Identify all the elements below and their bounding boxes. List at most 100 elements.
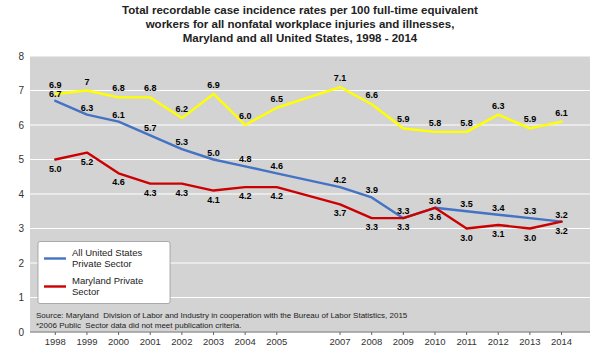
data-label: 4.2 bbox=[271, 191, 284, 201]
data-label: 3.1 bbox=[492, 229, 505, 239]
data-label: 6.7 bbox=[49, 89, 62, 99]
data-label: 4.6 bbox=[112, 177, 125, 187]
data-label: 6.3 bbox=[81, 103, 94, 113]
x-tick-label: 2005 bbox=[266, 336, 287, 347]
data-label: 5.7 bbox=[144, 123, 157, 133]
legend-label-line: Maryland Private bbox=[72, 275, 143, 286]
data-label: 6.6 bbox=[365, 90, 378, 100]
grid-line bbox=[30, 228, 590, 229]
x-tick-label: 2012 bbox=[488, 336, 509, 347]
data-label: 4.2 bbox=[239, 191, 252, 201]
data-label: 3.0 bbox=[460, 233, 473, 243]
data-label: 6.0 bbox=[239, 111, 252, 121]
x-tick-label: 2010 bbox=[424, 336, 445, 347]
data-label: 4.6 bbox=[271, 161, 284, 171]
x-tick bbox=[561, 332, 562, 335]
data-label: 7 bbox=[84, 77, 89, 87]
data-label: 4.2 bbox=[334, 175, 347, 185]
grid-line bbox=[30, 56, 590, 57]
x-tick bbox=[213, 332, 214, 335]
x-tick-label: 2011 bbox=[456, 336, 476, 347]
data-label: 6.8 bbox=[144, 83, 157, 93]
chart: Total recordable case incidence rates pe… bbox=[0, 0, 600, 353]
data-label: 5.8 bbox=[429, 118, 442, 128]
data-label: 6.5 bbox=[271, 94, 284, 104]
x-tick-label: 2013 bbox=[519, 336, 540, 347]
data-label: 3.3 bbox=[365, 222, 378, 232]
title-line: Total recordable case incidence rates pe… bbox=[122, 4, 478, 16]
title-line: workers for all nonfatal workplace injur… bbox=[145, 18, 455, 30]
series-line bbox=[55, 153, 561, 229]
data-label: 4.1 bbox=[207, 195, 220, 205]
data-label: 5.2 bbox=[81, 157, 94, 167]
grid-line bbox=[30, 332, 590, 333]
data-label: 5.8 bbox=[460, 118, 473, 128]
data-label: 5.0 bbox=[49, 164, 62, 174]
data-label: 4.3 bbox=[176, 188, 189, 198]
x-tick-label: 2014 bbox=[551, 336, 572, 347]
lines bbox=[55, 87, 561, 228]
data-label: 5.0 bbox=[207, 148, 220, 158]
data-label: 3.6 bbox=[429, 212, 442, 222]
legend-label: Maryland PrivateSector bbox=[72, 275, 143, 297]
data-label: 4.8 bbox=[239, 154, 252, 164]
x-tick-label: 2002 bbox=[171, 336, 192, 347]
legend-box bbox=[38, 242, 170, 304]
y-tick-label: 7 bbox=[18, 85, 24, 96]
x-tick bbox=[245, 332, 246, 335]
x-tick-label: 2000 bbox=[108, 336, 129, 347]
data-label: 3.0 bbox=[524, 233, 537, 243]
y-tick-label: 2 bbox=[18, 258, 24, 269]
legend-label: All United StatesPrivate Sector bbox=[72, 247, 142, 269]
data-labels: 6.976.86.86.26.96.06.57.16.65.95.85.86.3… bbox=[49, 73, 568, 242]
y-tick-label: 5 bbox=[18, 154, 24, 165]
y-tick-label: 0 bbox=[18, 327, 24, 338]
legend-label-line: All United States bbox=[72, 247, 142, 258]
data-label: 3.2 bbox=[555, 226, 568, 236]
title-line: Maryland and all United States, 1998 - 2… bbox=[183, 32, 418, 44]
y-tick-label: 6 bbox=[18, 120, 24, 131]
x-tick bbox=[466, 332, 467, 335]
legend-label-line: Private Sector bbox=[72, 258, 132, 269]
data-label: 5.9 bbox=[397, 114, 410, 124]
x-tick bbox=[371, 332, 372, 335]
x-tick bbox=[86, 332, 87, 335]
x-tick-label: 2001 bbox=[140, 336, 161, 347]
y-tick-label: 8 bbox=[18, 51, 24, 62]
data-label: 3.2 bbox=[555, 210, 568, 220]
data-label: 3.3 bbox=[397, 222, 410, 232]
data-label: 6.8 bbox=[112, 83, 125, 93]
annotation: Source: Maryland Division of Labor and I… bbox=[36, 311, 408, 331]
grid-line bbox=[30, 125, 590, 126]
x-axis-line bbox=[30, 332, 590, 333]
x-tick bbox=[181, 332, 182, 335]
data-label: 3.9 bbox=[365, 185, 378, 195]
data-label: 3.7 bbox=[334, 208, 347, 218]
data-label: 3.3 bbox=[397, 206, 410, 216]
annotation-line: Source: Maryland Division of Labor and I… bbox=[36, 311, 408, 320]
x-tick-label: 2009 bbox=[393, 336, 414, 347]
series-line bbox=[55, 87, 561, 132]
x-tick bbox=[403, 332, 404, 335]
data-label: 3.4 bbox=[492, 203, 505, 213]
x-tick bbox=[434, 332, 435, 335]
series-line bbox=[55, 101, 561, 222]
data-label: 6.1 bbox=[112, 110, 125, 120]
title: Total recordable case incidence rates pe… bbox=[122, 4, 478, 44]
x-tick bbox=[276, 332, 277, 335]
data-label: 6.9 bbox=[207, 80, 220, 90]
x-tick-label: 1999 bbox=[76, 336, 97, 347]
data-label: 5.3 bbox=[176, 137, 189, 147]
x-tick-label: 1998 bbox=[45, 336, 66, 347]
x-tick-label: 2007 bbox=[329, 336, 350, 347]
data-label: 6.2 bbox=[176, 104, 189, 114]
legend-label-line: Sector bbox=[72, 286, 99, 297]
x-tick bbox=[118, 332, 119, 335]
data-label: 3.5 bbox=[460, 199, 473, 209]
x-tick bbox=[498, 332, 499, 335]
data-label: 7.1 bbox=[334, 73, 347, 83]
data-label: 5.9 bbox=[524, 114, 537, 124]
x-tick-label: 2003 bbox=[203, 336, 224, 347]
y-tick-label: 1 bbox=[18, 292, 24, 303]
y-tick-label: 4 bbox=[18, 189, 24, 200]
